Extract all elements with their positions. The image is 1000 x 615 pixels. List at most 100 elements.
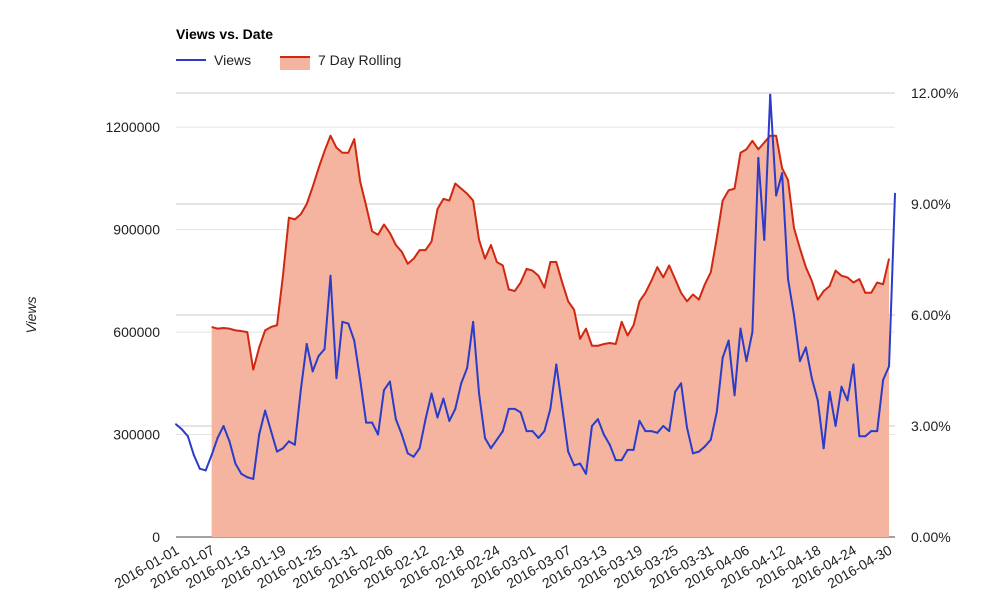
y2-tick-label: 9.00%	[911, 196, 951, 212]
views-segment	[430, 392, 439, 419]
views-segment	[573, 462, 582, 467]
views-segment	[602, 433, 611, 446]
views-segment	[436, 397, 445, 419]
views-segment	[727, 339, 736, 397]
views-segment	[287, 440, 296, 446]
views-segment	[222, 425, 231, 443]
views-segment	[513, 407, 522, 414]
views-segment	[371, 421, 380, 436]
y2-tick-label: 12.00%	[911, 85, 958, 101]
views-segment	[519, 411, 528, 433]
views-segment	[198, 467, 207, 472]
views-segment	[489, 438, 498, 450]
views-segment	[537, 430, 546, 439]
views-segment	[394, 418, 403, 436]
views-segment	[186, 435, 195, 457]
views-segment	[192, 454, 201, 470]
views-series	[175, 93, 896, 480]
legend-swatch-rolling	[280, 57, 310, 70]
views-segment	[270, 430, 279, 453]
views-segment	[810, 377, 819, 402]
views-segment	[335, 320, 344, 380]
x-axis: 2016-01-012016-01-072016-01-132016-01-19…	[111, 542, 894, 592]
views-segment	[448, 407, 457, 422]
views-segment	[299, 343, 308, 392]
views-segment	[697, 445, 706, 453]
views-segment	[792, 314, 801, 363]
views-segment	[377, 389, 385, 436]
views-segment	[406, 452, 415, 458]
data-marks	[175, 93, 896, 537]
views-segment	[281, 440, 290, 450]
views-segment	[888, 192, 896, 368]
views-segment	[246, 476, 255, 480]
views-segment	[347, 322, 356, 342]
views-segment	[382, 380, 391, 392]
views-segment	[834, 385, 843, 427]
views-segment	[252, 433, 261, 480]
views-segment	[709, 411, 718, 441]
rolling-area	[211, 135, 890, 537]
views-segment	[329, 274, 338, 380]
views-segment	[276, 447, 284, 453]
views-segment	[745, 331, 754, 363]
views-segment	[579, 462, 588, 475]
views-segment	[472, 320, 481, 395]
y-tick-label: 0	[152, 529, 160, 545]
views-segment	[662, 425, 671, 433]
views-segment	[216, 425, 225, 439]
legend-label-views: Views	[214, 52, 251, 68]
views-segment	[234, 462, 243, 475]
views-segment	[501, 407, 510, 433]
views-segment	[228, 440, 237, 465]
views-segment	[781, 172, 790, 281]
views-segment	[590, 418, 599, 427]
views-segment	[323, 274, 332, 351]
views-segment	[721, 339, 730, 359]
views-segment	[567, 450, 576, 467]
views-segment	[180, 428, 189, 438]
views-segment	[840, 385, 849, 402]
views-segment	[454, 382, 463, 410]
views-segment	[388, 380, 397, 421]
views-segment	[674, 382, 683, 393]
views-segment	[240, 472, 249, 479]
views-segment	[204, 454, 213, 472]
views-segment	[359, 378, 368, 424]
views-segment	[763, 93, 772, 241]
views-segment	[751, 156, 760, 334]
y-tick-label: 300000	[113, 427, 160, 443]
y-tick-label: 1200000	[105, 119, 160, 135]
views-segment	[632, 419, 641, 451]
views-segment	[757, 156, 766, 241]
views-segment	[460, 366, 469, 385]
views-segment	[418, 418, 427, 450]
y-axis-right: 0.00% 3.00% 6.00% 9.00% 12.00%	[911, 85, 958, 545]
views-segment	[311, 354, 320, 373]
y2-tick-label: 6.00%	[911, 307, 951, 323]
views-segment	[175, 423, 183, 431]
views-segment	[531, 430, 540, 439]
y-axis-left: 0 300000 600000 900000 1200000	[105, 119, 160, 545]
views-segment	[691, 450, 700, 455]
views-segment	[353, 339, 362, 381]
views-segment	[210, 436, 219, 457]
views-segment	[305, 343, 314, 373]
views-segment	[775, 172, 784, 197]
views-segment	[656, 425, 665, 434]
y2-tick-label: 3.00%	[911, 418, 951, 434]
y-tick-label: 600000	[113, 324, 160, 340]
legend-label-rolling: 7 Day Rolling	[318, 52, 401, 68]
views-segment	[846, 363, 855, 402]
views-segment	[442, 397, 451, 422]
views-segment	[852, 363, 861, 438]
views-segment	[638, 419, 647, 433]
views-segment	[804, 346, 813, 380]
views-segment	[822, 390, 831, 450]
views-segment	[258, 409, 267, 436]
views-segment	[495, 430, 504, 441]
views-segment	[828, 390, 837, 427]
views-segment	[400, 433, 409, 455]
views-segment	[739, 327, 748, 363]
